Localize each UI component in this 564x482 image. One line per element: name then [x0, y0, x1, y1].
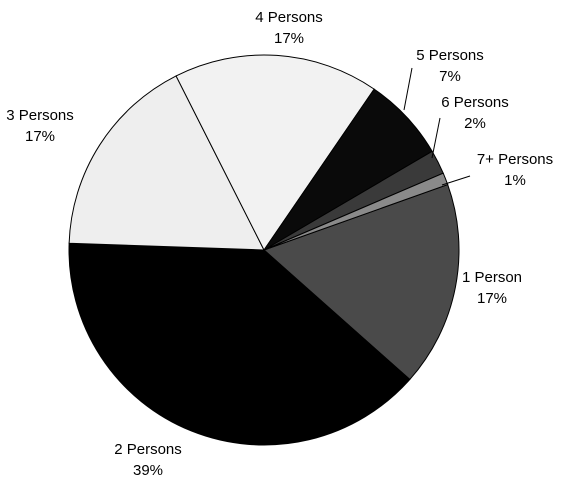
slice-label: 3 Persons [6, 107, 74, 124]
slice-percent: 7% [439, 68, 461, 85]
leader-line [431, 117, 441, 159]
slice-label: 6 Persons [441, 94, 509, 111]
leader-line [441, 175, 471, 186]
pie-slice [68, 242, 411, 446]
slice-percent: 17% [477, 290, 507, 307]
pie-slice [263, 172, 449, 251]
slice-label: 4 Persons [255, 9, 323, 26]
pie-slice [263, 183, 460, 381]
slice-label: 7+ Persons [477, 151, 553, 168]
slice-percent: 39% [133, 462, 163, 479]
slice-label: 5 Persons [416, 47, 484, 64]
slice-label: 1 Person [462, 269, 522, 286]
slice-percent: 1% [504, 172, 526, 189]
slice-label: 2 Persons [114, 441, 182, 458]
leader-line [403, 67, 413, 111]
slice-percent: 17% [25, 128, 55, 145]
pie-slice [68, 75, 265, 251]
slice-percent: 17% [274, 30, 304, 47]
pie-slice [175, 54, 375, 251]
slice-percent: 2% [464, 115, 486, 132]
